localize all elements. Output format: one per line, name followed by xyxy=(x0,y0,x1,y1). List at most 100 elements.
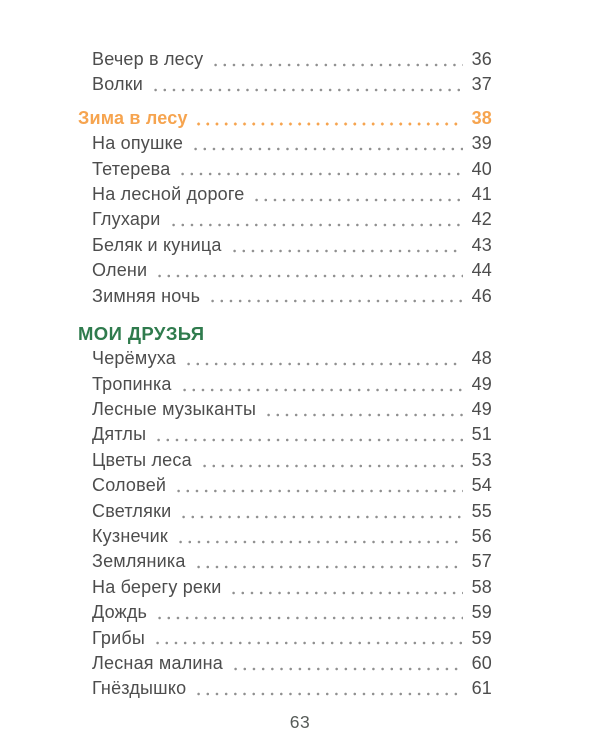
toc-entry: Беляк и куница 43 xyxy=(78,232,492,259)
page-number: 46 xyxy=(471,285,492,306)
dot-leader xyxy=(151,72,463,98)
toc-entry-title: Черёмуха xyxy=(92,348,177,369)
toc-section-heading-title: Зима в лесу xyxy=(78,107,188,128)
toc-entry-title: На берегу реки xyxy=(92,576,222,597)
page-number: 36 xyxy=(471,49,492,69)
page-number: 37 xyxy=(471,74,492,95)
dot-leader xyxy=(252,181,463,208)
page-number: 42 xyxy=(471,209,492,230)
dot-leader xyxy=(229,232,463,259)
dot-leader xyxy=(191,131,463,157)
dot-leader xyxy=(231,650,463,677)
dot-leader xyxy=(208,283,463,309)
toc-entry-title: Олени xyxy=(92,260,148,281)
dot-leader xyxy=(153,625,463,651)
toc-entry: Светляки 55 xyxy=(78,498,492,525)
toc-entry-title: Зимняя ночь xyxy=(92,285,201,306)
page-number: 39 xyxy=(471,133,492,154)
toc-entry: Лесные музыканты 49 xyxy=(78,397,492,423)
toc-entry: На лесной дороге 41 xyxy=(78,181,492,208)
page-number: 44 xyxy=(471,260,492,281)
dot-leader xyxy=(155,600,463,626)
toc-entry: Тетерева 40 xyxy=(78,156,492,182)
dot-leader xyxy=(168,207,463,233)
dot-leader xyxy=(211,47,463,73)
toc-entry-title: Кузнечик xyxy=(92,526,168,547)
toc-entry-title: Тетерева xyxy=(92,158,171,179)
toc-section-heading: МОИ ДРУЗЬЯ xyxy=(78,321,492,346)
dot-leader xyxy=(179,498,463,525)
page-number: 51 xyxy=(471,424,492,445)
toc-entry-title: Гнёздышко xyxy=(92,678,187,699)
toc-entry-title: Соловей xyxy=(92,475,167,496)
page-number: 54 xyxy=(471,475,492,496)
dot-leader xyxy=(174,473,463,499)
toc-entry-title: Лесные музыканты xyxy=(92,399,257,420)
toc-section-heading: Зима в лесу 38 xyxy=(78,105,492,132)
toc-entry: Грибы 59 xyxy=(78,625,492,651)
toc-entry-title: Глухари xyxy=(92,209,161,230)
toc-entry-title: Грибы xyxy=(92,627,146,648)
toc-entry: Олени 44 xyxy=(78,258,492,284)
page-number: 59 xyxy=(471,602,492,623)
toc-entry: Земляника 57 xyxy=(78,549,492,575)
dot-leader xyxy=(176,524,463,550)
toc-entry: На опушке 39 xyxy=(78,131,492,157)
toc-entry: Зимняя ночь 46 xyxy=(78,283,492,309)
dot-leader xyxy=(154,422,463,448)
page-number: 48 xyxy=(471,348,492,369)
page-number: 59 xyxy=(471,627,492,648)
toc-entry-title: Беляк и куница xyxy=(92,234,222,255)
toc-entry: Дятлы 51 xyxy=(78,422,492,448)
page-number: 58 xyxy=(471,576,492,597)
toc-entry-title: Дятлы xyxy=(92,424,147,445)
toc-entry: Соловей 54 xyxy=(78,473,492,499)
toc-entry-title: На опушке xyxy=(92,133,184,154)
dot-leader xyxy=(193,549,463,575)
toc-entry-title: Вечер в лесу xyxy=(92,49,204,69)
toc-entry-title: Волки xyxy=(92,74,144,95)
toc-section-heading-title: МОИ ДРУЗЬЯ xyxy=(78,322,205,344)
page-number: 40 xyxy=(471,158,492,179)
dot-leader xyxy=(155,258,463,284)
toc-entry: Дождь 59 xyxy=(78,600,492,626)
page-number: 60 xyxy=(471,652,492,673)
page-number: 61 xyxy=(471,678,492,699)
toc-entry: Гнёздышко 61 xyxy=(78,676,492,702)
toc-entry: Кузнечик 56 xyxy=(78,524,492,550)
page-number: 43 xyxy=(471,234,492,255)
toc-entry: Черёмуха 48 xyxy=(78,346,492,372)
toc-entry-title: Земляника xyxy=(92,551,186,572)
toc-entry-title: На лесной дороге xyxy=(92,183,245,204)
page-number: 38 xyxy=(471,107,492,128)
toc-entry: Лесная малина 60 xyxy=(78,650,492,677)
toc-entry-title: Тропинка xyxy=(92,373,172,394)
dot-leader xyxy=(229,574,463,601)
dot-leader xyxy=(179,371,463,398)
dot-leader xyxy=(178,156,463,182)
toc-entry: Тропинка 49 xyxy=(78,371,492,398)
toc-entry: Вечер в лесу 36 xyxy=(78,47,492,73)
dot-leader xyxy=(184,346,463,372)
toc-entry-title: Светляки xyxy=(92,500,172,521)
toc-entry: Цветы леса 53 xyxy=(78,447,492,474)
page-number: 57 xyxy=(471,551,492,572)
folio-page-number: 63 xyxy=(289,712,311,732)
dot-leader xyxy=(193,105,463,132)
toc-entry: Глухари 42 xyxy=(78,207,492,233)
page-number: 49 xyxy=(471,373,492,394)
page-footer: 63 xyxy=(0,711,600,733)
page-number: 49 xyxy=(471,399,492,420)
dot-leader xyxy=(264,397,463,423)
page-number: 41 xyxy=(471,183,492,204)
page-number: 55 xyxy=(471,500,492,521)
dot-leader xyxy=(199,447,463,474)
toc-entry: Волки 37 xyxy=(78,72,492,98)
toc-entry: На берегу реки 58 xyxy=(78,574,492,601)
table-of-contents: Вечер в лесу 36 Волки 37 Зима в лесу 38 На опу… xyxy=(78,47,492,702)
dot-leader xyxy=(194,676,463,702)
page-number: 56 xyxy=(471,526,492,547)
toc-entry-title: Дождь xyxy=(92,602,148,623)
toc-entry-title: Лесная малина xyxy=(92,652,224,673)
